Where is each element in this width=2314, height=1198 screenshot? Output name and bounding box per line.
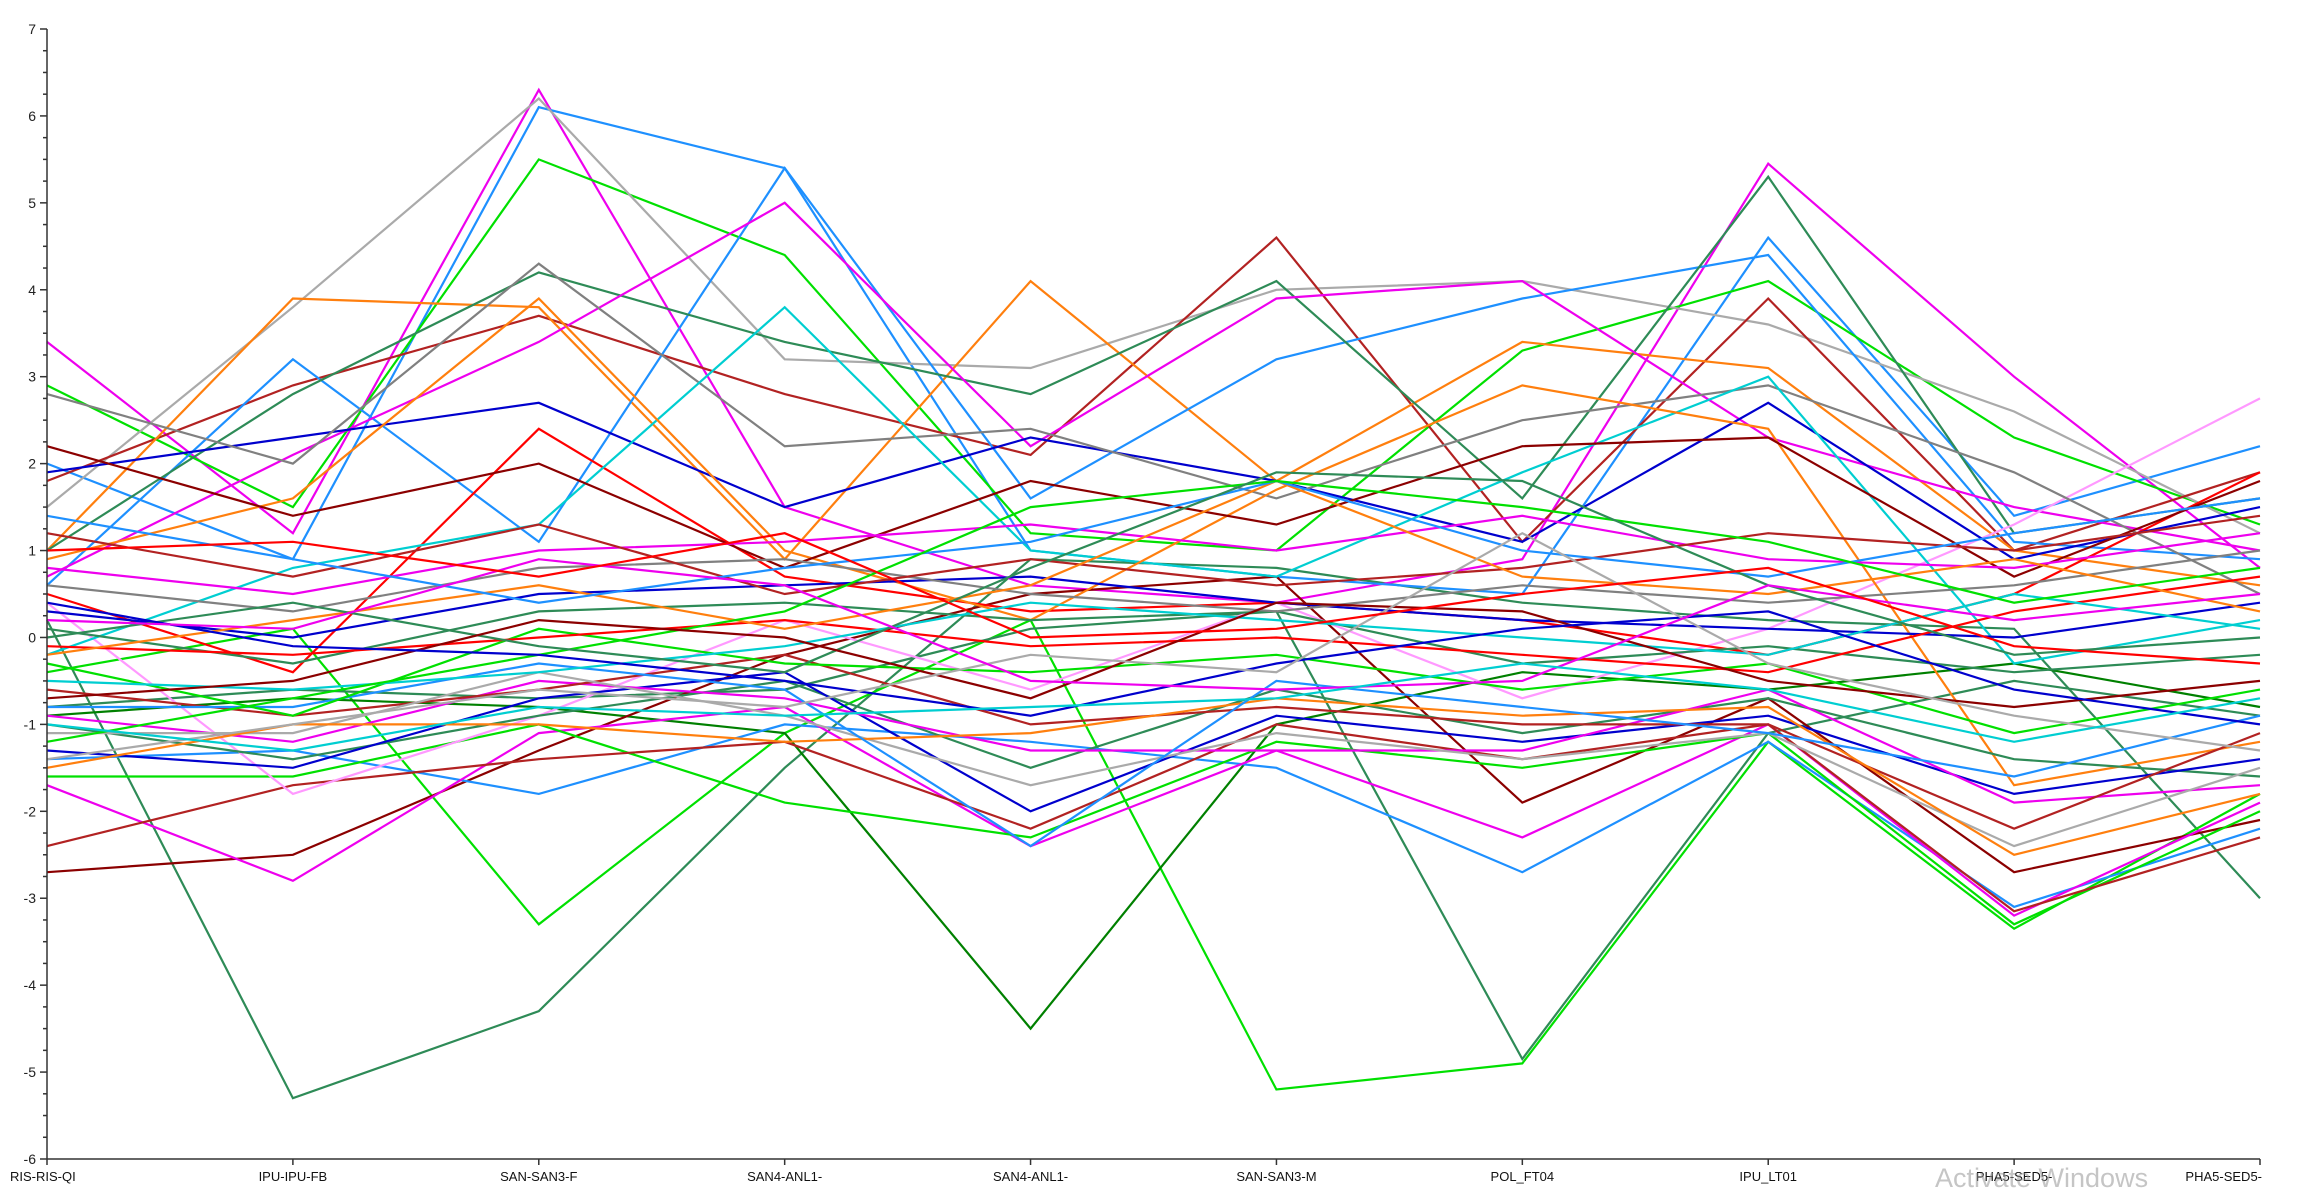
x-tick-label: IPU_LT01 xyxy=(1739,1169,1797,1184)
series-line-14 xyxy=(46,575,2261,874)
series-line-20 xyxy=(46,427,2261,674)
x-tick-label: RIS-RIS-QI xyxy=(10,1169,76,1184)
x-tick-label: PHA5-SED5- xyxy=(1976,1169,2053,1184)
series-line-11 xyxy=(46,166,2261,587)
series-line-17 xyxy=(47,723,2261,926)
series-line-16 xyxy=(46,705,2261,917)
x-tick-label: SAN4-ANL1- xyxy=(747,1169,822,1184)
y-tick-label: -2 xyxy=(24,803,37,819)
series-line-2 xyxy=(46,618,2261,1091)
y-tick-label: -1 xyxy=(24,716,37,732)
series-line-5 xyxy=(46,87,2261,604)
series-line-35 xyxy=(46,575,2261,639)
y-tick-label: -5 xyxy=(24,1064,37,1080)
series-line-44 xyxy=(46,471,2261,674)
series-line-30 xyxy=(47,671,2261,848)
series-line-31 xyxy=(46,697,2261,856)
series-line-34 xyxy=(46,601,2261,674)
y-tick-label: 5 xyxy=(28,195,36,211)
x-tick-label: POL_FT04 xyxy=(1491,1169,1555,1184)
series-line-10 xyxy=(46,279,2261,587)
series-line-8 xyxy=(46,96,2261,535)
y-tick-label: -6 xyxy=(24,1151,37,1167)
x-tick-label: IPU-IPU-FB xyxy=(259,1169,328,1184)
axes xyxy=(40,28,2261,1165)
series-line-21 xyxy=(46,401,2261,561)
series-line-28 xyxy=(46,679,2261,804)
y-tick-label: 0 xyxy=(28,629,36,645)
series-line-37 xyxy=(46,549,2261,613)
x-tick-label: SAN4-ANL1- xyxy=(993,1169,1068,1184)
series-line-32 xyxy=(47,662,2261,848)
series-line-47 xyxy=(46,531,2261,761)
series-line-25 xyxy=(46,436,2261,578)
series-line-42 xyxy=(46,479,2261,604)
series-line-40 xyxy=(46,514,2261,596)
series-line-48 xyxy=(46,558,2261,691)
series-line-22 xyxy=(46,262,2261,595)
y-tick-label: -4 xyxy=(24,977,37,993)
series-line-46 xyxy=(46,601,2261,726)
series-line-41 xyxy=(46,479,2261,656)
series-line-7 xyxy=(46,158,2261,552)
series-line-4 xyxy=(46,610,2261,1062)
series-line-49 xyxy=(46,532,2261,665)
y-tick-label: -3 xyxy=(24,890,37,906)
watermark-text: Activate Windows xyxy=(1935,1163,2149,1193)
y-tick-label: 4 xyxy=(28,282,36,298)
y-tick-label: 3 xyxy=(28,369,36,385)
series-line-23 xyxy=(46,305,2261,665)
y-tick-label: 7 xyxy=(28,21,36,37)
series-lines xyxy=(46,87,2261,1100)
x-tick-label: PHA5-SED5- xyxy=(2185,1169,2262,1184)
tick-labels: 7 6 5 4 3 2 1 0 -1 -2 -3 -4 -5 -6 RIS-RIS-QI IPU-IPU-FB… xyxy=(10,21,2262,1184)
series-line-9 xyxy=(46,236,2261,552)
series-line-26 xyxy=(46,679,2261,778)
series-line-15 xyxy=(46,723,2261,909)
series-line-43 xyxy=(46,479,2261,743)
series-line-38 xyxy=(46,514,2261,596)
series-line-12 xyxy=(46,174,2261,552)
y-tick-label: 6 xyxy=(28,108,36,124)
series-line-18 xyxy=(46,723,2261,913)
x-tick-label: SAN-SAN3-M xyxy=(1236,1169,1316,1184)
y-tick-label: 2 xyxy=(28,456,36,472)
series-line-36 xyxy=(46,575,2261,674)
y-tick-label: 1 xyxy=(28,543,36,559)
series-line-50 xyxy=(46,662,2261,752)
x-tick-label: SAN-SAN3-F xyxy=(500,1169,577,1184)
series-line-39 xyxy=(46,592,2261,691)
